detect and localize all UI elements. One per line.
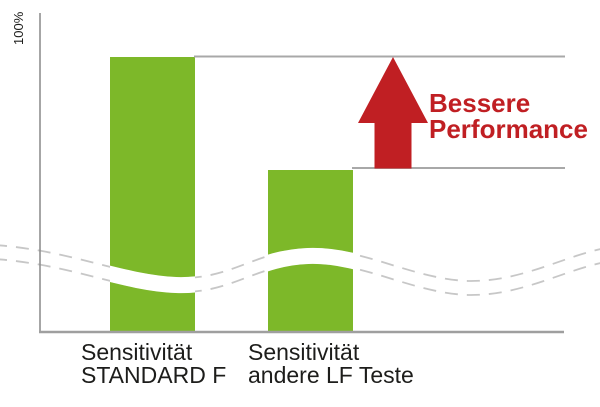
axis-break-band (110, 244, 353, 297)
annotation-bessere-performance: Bessere Performance (429, 90, 588, 142)
bar2-label: Sensitivität andere LF Teste (248, 341, 414, 387)
axis-break-dash-bottom (0, 258, 600, 296)
y-axis-tick-label: 100% (11, 11, 26, 45)
bar1-label-line-2: STANDARD F (81, 362, 227, 388)
annotation-line-1: Bessere (429, 88, 531, 118)
up-arrow-icon (358, 57, 428, 169)
annotation-line-2: Performance (429, 114, 588, 144)
bar1-label: Sensitivität STANDARD F (81, 341, 226, 387)
axis-break-dash-top (0, 244, 600, 282)
bar2-label-line-2: andere LF Teste (248, 362, 414, 388)
bar2-label-line-1: Sensitivität (248, 339, 360, 365)
bar1-label-line-1: Sensitivität (81, 339, 193, 365)
